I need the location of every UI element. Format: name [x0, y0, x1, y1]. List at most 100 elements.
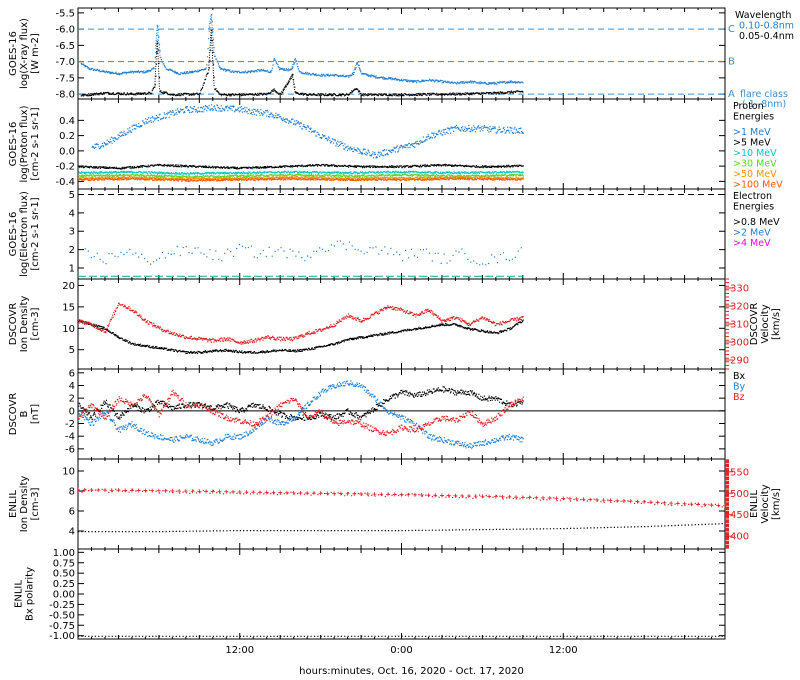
series-velocity — [78, 302, 524, 345]
y-tick-label: 4 — [69, 208, 75, 219]
series-0-10-0-8nm — [80, 14, 524, 85]
series-bx — [78, 386, 524, 421]
y-axis-label-line: DSCOVR — [8, 393, 19, 436]
series-by — [78, 380, 524, 449]
y-tick-label: -0.75 — [49, 621, 75, 632]
y-tick-label: 4 — [69, 527, 75, 538]
legend-entry: >50 MeV — [733, 169, 777, 180]
x-tick-label: 12:00 — [549, 645, 578, 656]
series-polarity — [78, 635, 725, 637]
legend-entry: >2 MeV — [733, 228, 771, 239]
y-tick-label: 3 — [69, 227, 75, 238]
y-tick-label: -0.50 — [49, 610, 75, 621]
panel-frame — [77, 278, 726, 370]
y-axis-label-line: [cm-3] — [30, 487, 41, 520]
y-tick-label: 6 — [69, 368, 75, 379]
y-tick-label: -7.5 — [55, 73, 75, 84]
y-tick-label: -6.5 — [55, 41, 75, 52]
y-tick-label: 2 — [69, 394, 75, 405]
legend-entry: 0.05-0.4nm — [739, 31, 794, 42]
flare-spike — [279, 73, 296, 95]
y-tick-label: 6 — [69, 507, 75, 518]
y-axis-label: GOES-16 log(Electron flux) [cm-2 s-1 sr-1] — [8, 191, 41, 277]
x-tick-label: 12:00 — [225, 645, 254, 656]
y-tick-label: 2 — [69, 245, 75, 256]
y-axis-label: GOES-16 log(X-ray flux) [W m-2] — [8, 18, 41, 89]
legend-entry: Energies — [733, 202, 774, 213]
y-axis-label: GOES-16 log(Proton flux) [cm-2 s-1 sr-1] — [8, 105, 41, 182]
flare-class-label: C — [728, 24, 735, 35]
y-axis-label-line: Ion Density — [19, 296, 30, 353]
legend-entry: Bz — [733, 392, 745, 403]
series--5-mev — [78, 163, 524, 170]
y-axis-label-line: ENLIL — [14, 580, 25, 608]
y-axis-label: ENLIL Ion Density [cm-3] — [8, 476, 41, 533]
y-tick-label: -0.25 — [49, 600, 75, 611]
y-axis-label-line: GOES-16 — [8, 31, 19, 76]
series-dots — [80, 30, 524, 97]
y-tick-label: -0.2 — [55, 162, 75, 173]
series-density — [78, 319, 524, 355]
series-group — [78, 380, 524, 449]
panel-frame — [77, 7, 726, 100]
series--2-mev — [84, 240, 522, 266]
y-axis-label: DSCOVR Ion Density [cm-3] — [8, 296, 41, 353]
y-tick-label: 10 — [62, 467, 75, 478]
right-tick-label: 550 — [730, 467, 749, 478]
y-axis-label-line: B — [19, 410, 30, 417]
y-axis-label: ENLIL Bx polarity — [14, 567, 36, 621]
y-tick-label: -7.0 — [55, 57, 75, 68]
y-axis-label: DSCOVR B [nT] — [8, 393, 41, 436]
flare-spike — [155, 24, 161, 59]
right-axis-label: ENLIL Velocity [km/s] — [749, 484, 782, 523]
flare-class-label: B — [728, 57, 735, 68]
right-tick-label: 310 — [730, 320, 749, 331]
right-axis-label-line: [km/s] — [771, 488, 782, 520]
series-group — [78, 240, 523, 277]
right-tick-label: 330 — [730, 284, 749, 295]
series-velocity — [78, 487, 725, 509]
velocity-markers — [78, 487, 725, 508]
y-tick-label: 0.50 — [53, 569, 75, 580]
legend-entry: >100 MeV — [733, 180, 783, 191]
series-dots — [78, 177, 524, 182]
y-axis-label-line: log(X-ray flux) — [19, 18, 30, 89]
flare-class-label: A — [728, 89, 735, 100]
legend-entry: >10 MeV — [733, 148, 777, 159]
legend-entry: 0.10-0.8nm — [739, 21, 794, 32]
y-axis-label-line: log(Proton flux) — [19, 105, 30, 182]
right-tick-label: 290 — [730, 356, 749, 367]
series-dots — [78, 319, 524, 355]
series-group — [78, 104, 524, 182]
flare-spike — [208, 14, 215, 56]
legend-entry: Electron — [733, 191, 772, 202]
y-tick-label: -1.00 — [49, 631, 75, 642]
y-tick-label: 5 — [69, 345, 75, 356]
right-tick-label: 320 — [730, 302, 749, 313]
y-axis-label-line: Bx polarity — [25, 567, 36, 621]
y-axis-label-line: [W m-2] — [30, 33, 41, 74]
y-tick-label: 8 — [69, 487, 75, 498]
y-tick-label: -4 — [65, 432, 75, 443]
legend-entry: Proton — [733, 101, 764, 112]
series-dots — [84, 240, 522, 266]
y-tick-label: -5.5 — [55, 8, 75, 19]
series-0-05-0-4nm — [80, 29, 524, 97]
x-axis-title: hours:minutes, Oct. 16, 2020 - Oct. 17, … — [299, 666, 524, 677]
panel-xray: -5.5 -6.0 -6.5 -7.0 -7.5 -8.0 GOES-16 log(X-ray… — [8, 7, 794, 110]
series-group — [78, 635, 725, 637]
series-dots — [78, 380, 524, 449]
y-tick-label: 10 — [62, 324, 75, 335]
legend-entry: >5 MeV — [733, 138, 771, 149]
series-dots — [91, 104, 524, 159]
y-tick-label: 5 — [69, 190, 75, 201]
right-axis-label: DSCOVR Velocity [km/s] — [749, 303, 782, 346]
y-tick-label: -0.4 — [55, 177, 75, 188]
series-dots — [78, 386, 524, 421]
panel-proton: 0.4 0.2 0.0 -0.2 -0.4 GOES-16 log(Proton flux)… — [8, 98, 783, 191]
series-dots — [78, 635, 725, 637]
flare-spike — [208, 29, 215, 88]
